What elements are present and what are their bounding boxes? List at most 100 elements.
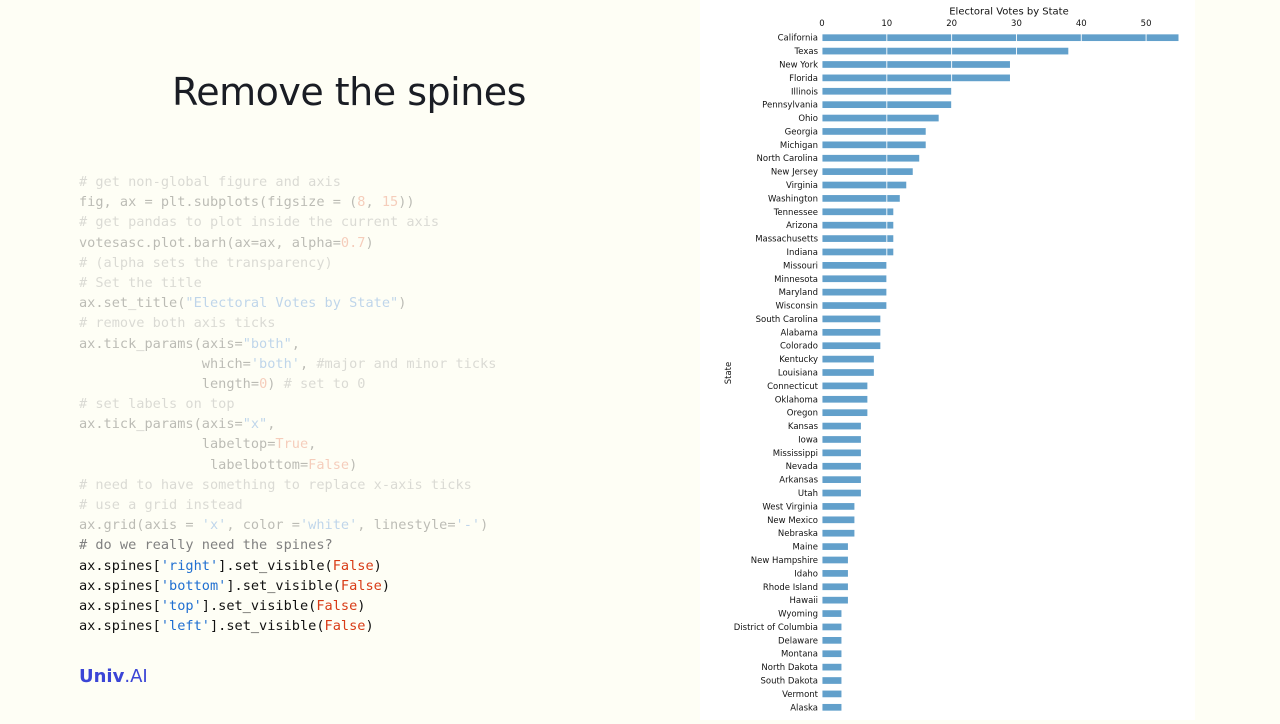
y-tick-label: Pennsylvania bbox=[762, 101, 818, 111]
y-tick-label: Michigan bbox=[780, 141, 818, 151]
bar bbox=[822, 663, 842, 671]
code-line: length=0) # set to 0 bbox=[79, 374, 496, 394]
code-token: "both" bbox=[242, 335, 292, 352]
y-tick-label: Kansas bbox=[788, 422, 819, 432]
code-line: ax.tick_params(axis="both", bbox=[79, 334, 496, 354]
bar bbox=[822, 703, 842, 711]
code-token: 'bottom' bbox=[160, 577, 227, 594]
y-tick-label: Tennessee bbox=[773, 208, 818, 218]
y-tick-label: Montana bbox=[781, 650, 818, 660]
y-tick-label: North Dakota bbox=[761, 663, 818, 673]
bar bbox=[822, 382, 868, 390]
bar bbox=[822, 342, 881, 350]
code-token: ) bbox=[480, 517, 489, 534]
code-line: # need to have something to replace x-ax… bbox=[79, 475, 496, 495]
bar bbox=[822, 328, 881, 336]
bar bbox=[822, 623, 842, 631]
y-tick-label: Ohio bbox=[798, 114, 818, 124]
code-token: ) bbox=[267, 375, 284, 392]
code-line: ax.spines['right'].set_visible(False) bbox=[79, 556, 496, 576]
y-tick-label: Kentucky bbox=[779, 355, 818, 365]
code-token: # Set the title bbox=[79, 274, 202, 291]
bar bbox=[822, 235, 894, 242]
code-token: False bbox=[308, 456, 350, 473]
code-token: labeltop= bbox=[79, 436, 276, 453]
code-token: , bbox=[365, 194, 382, 211]
logo-rest-text: .AI bbox=[124, 666, 148, 687]
code-token: 'white' bbox=[300, 517, 358, 534]
code-block: # get non-global figure and axis fig, ax … bbox=[79, 172, 496, 636]
bar bbox=[822, 34, 1179, 42]
y-tick-label: Wyoming bbox=[778, 610, 818, 620]
code-line: labelbottom=False) bbox=[79, 455, 496, 475]
bar bbox=[822, 154, 920, 162]
code-token: # need to have something to replace x-ax… bbox=[79, 476, 472, 493]
code-token: ].set_visible( bbox=[226, 577, 341, 594]
bar bbox=[822, 248, 894, 256]
y-tick-label: West Virginia bbox=[762, 502, 818, 512]
code-token: ) bbox=[357, 597, 366, 614]
y-tick-label: Vermont bbox=[782, 690, 819, 700]
y-tick-label: Wisconsin bbox=[776, 302, 818, 312]
bar bbox=[822, 128, 926, 135]
code-token: ].set_visible( bbox=[209, 618, 325, 635]
code-line: # use a grid instead bbox=[79, 495, 496, 515]
bar bbox=[822, 677, 842, 684]
code-line: # remove both axis ticks bbox=[79, 313, 496, 333]
y-tick-labels-group: California Texas New York Florida Illinois Pe… bbox=[734, 34, 819, 714]
code-token: 8 bbox=[357, 194, 366, 211]
bar bbox=[822, 503, 855, 510]
code-token: ].set_visible( bbox=[218, 557, 333, 574]
bar bbox=[822, 529, 855, 537]
y-tick-label: Maine bbox=[792, 543, 818, 553]
y-tick-label: Arizona bbox=[786, 221, 818, 231]
y-tick-label: Rhode Island bbox=[763, 583, 818, 593]
code-line: ax.spines['bottom'].set_visible(False) bbox=[79, 576, 496, 596]
y-tick-label: District of Columbia bbox=[734, 623, 818, 633]
bar bbox=[822, 583, 848, 591]
code-line: # Set the title bbox=[79, 273, 496, 293]
chart-panel: California Texas New York Florida Illinois Pe… bbox=[700, 0, 1195, 720]
code-line: # get non-global figure and axis bbox=[79, 172, 496, 192]
code-token: # remove both axis ticks bbox=[79, 315, 276, 332]
code-token: ax.spines[ bbox=[79, 577, 161, 594]
code-token: length= bbox=[79, 375, 260, 392]
code-token: ) bbox=[349, 456, 358, 473]
bar bbox=[822, 436, 861, 443]
y-tick-label: New Mexico bbox=[767, 516, 818, 526]
y-tick-label: California bbox=[778, 34, 818, 44]
code-token: ax.spines[ bbox=[79, 597, 161, 614]
bar bbox=[822, 489, 861, 497]
code-token: , bbox=[267, 416, 276, 433]
code-token: ax.tick_params(axis= bbox=[79, 335, 243, 352]
code-token: , bbox=[308, 436, 317, 453]
y-tick-label: New York bbox=[779, 60, 818, 70]
code-token: ax.tick_params(axis= bbox=[79, 416, 243, 433]
y-tick-label: Louisiana bbox=[778, 369, 818, 379]
code-token: which= bbox=[79, 355, 251, 372]
y-tick-label: Maryland bbox=[779, 288, 818, 298]
code-token: 'left' bbox=[160, 618, 210, 635]
y-tick-label: Connecticut bbox=[767, 382, 819, 392]
y-tick-label: Delaware bbox=[778, 636, 818, 646]
code-token: # use a grid instead bbox=[79, 497, 243, 513]
code-token: 'both' bbox=[250, 355, 300, 372]
code-line: ax.spines['top'].set_visible(False) bbox=[79, 596, 496, 616]
code-token: , bbox=[291, 335, 300, 352]
y-tick-label: Nebraska bbox=[778, 529, 818, 539]
code-token: "Electoral Votes by State" bbox=[185, 295, 399, 312]
bar bbox=[822, 288, 887, 296]
y-tick-label: Texas bbox=[794, 47, 819, 57]
code-token: True bbox=[275, 436, 309, 453]
bar bbox=[822, 449, 861, 457]
y-tick-label: Oklahoma bbox=[775, 395, 818, 405]
bar bbox=[822, 369, 874, 376]
y-tick-label: South Carolina bbox=[756, 315, 818, 325]
bar bbox=[822, 650, 842, 658]
bar bbox=[822, 556, 848, 564]
bar bbox=[822, 462, 861, 470]
y-axis-label: State bbox=[724, 362, 734, 385]
x-tick-label: 20 bbox=[946, 19, 957, 29]
code-token: ) bbox=[365, 618, 374, 635]
code-line: # set labels on top bbox=[79, 394, 496, 414]
